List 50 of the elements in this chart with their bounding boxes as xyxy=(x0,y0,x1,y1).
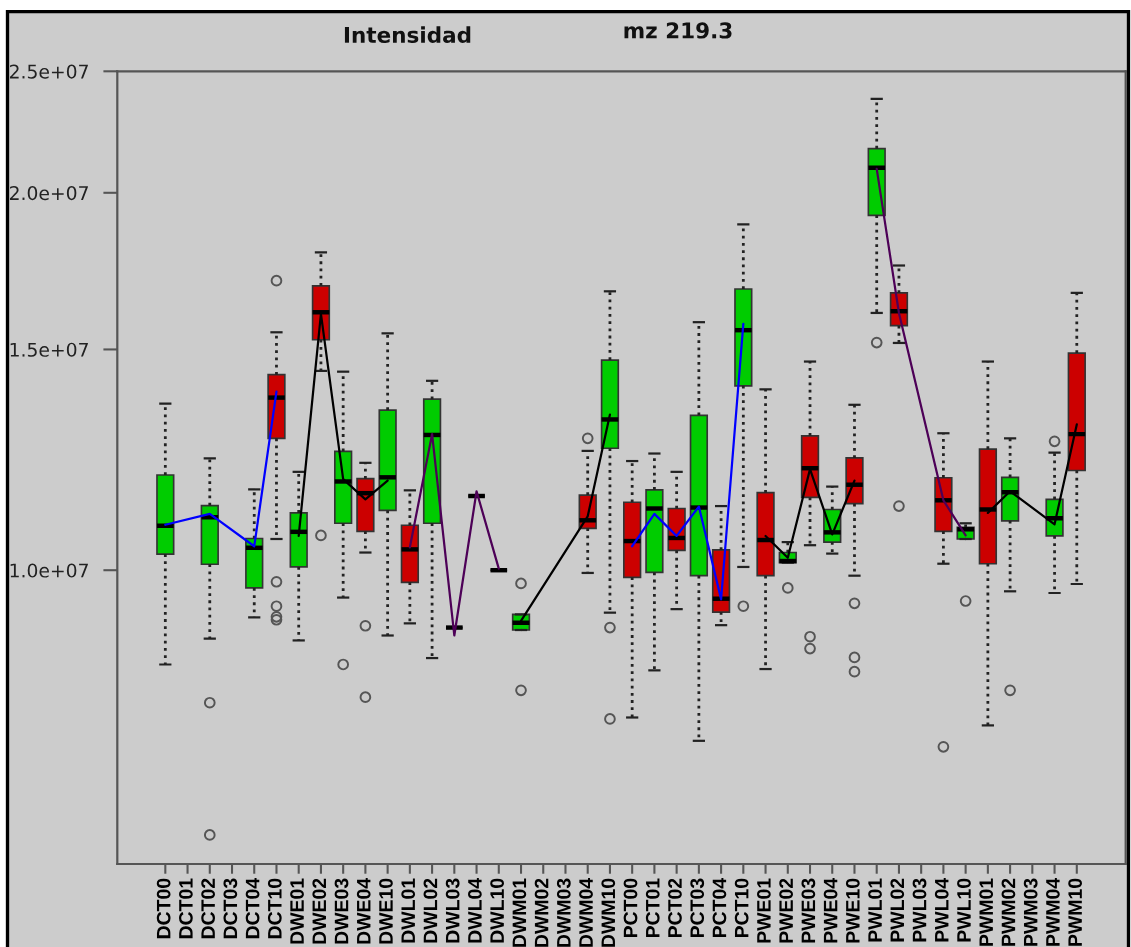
x-tick-label: PWM02 xyxy=(1001,878,1016,946)
chart-title: Intensidad xyxy=(344,26,471,44)
x-tick-label: DWE10 xyxy=(379,878,393,944)
x-tick-label: DCT00 xyxy=(156,878,171,939)
chart-subtitle: mz 219.3 xyxy=(624,22,732,39)
x-tick-label: DWL03 xyxy=(445,878,460,943)
x-tick-label: PWM03 xyxy=(1023,878,1038,946)
x-tick-label: PWE04 xyxy=(823,877,838,943)
x-tick-label: DCT03 xyxy=(223,878,238,939)
x-tick-label: PCT03 xyxy=(690,878,705,938)
x-tick-label: DWM03 xyxy=(556,878,571,947)
x-tick-label: PWE03 xyxy=(801,878,816,943)
y-tick-label: 2.0e+07 xyxy=(9,186,88,201)
x-tick-label: DWL01 xyxy=(401,878,416,943)
x-tick-label: DWE03 xyxy=(334,878,349,944)
x-tick-label: DCT01 xyxy=(179,878,193,939)
y-tick-label: 1.0e+07 xyxy=(10,563,88,578)
x-tick-label: PWE01 xyxy=(757,878,771,943)
x-tick-label: DWM04 xyxy=(579,877,593,947)
x-tick-label: DCT04 xyxy=(245,877,260,939)
line-series xyxy=(408,432,500,637)
x-tick-label: PWM10 xyxy=(1068,878,1083,946)
x-tick-label: DCT02 xyxy=(201,878,215,939)
x-tick-label: PWL04 xyxy=(934,877,949,942)
x-tick-label: DCT10 xyxy=(267,878,282,939)
x-tick-label: PCT02 xyxy=(668,878,682,938)
x-tick-label: PWM01 xyxy=(979,878,994,946)
x-tick-label: PCT00 xyxy=(623,878,638,938)
x-tick-label: PCT10 xyxy=(734,878,749,938)
x-tick-label: DWM01 xyxy=(512,878,527,947)
x-tick-label: PWE10 xyxy=(845,878,860,943)
x-tick-label: DWE04 xyxy=(356,877,371,944)
x-tick-label: DWE01 xyxy=(290,878,304,944)
y-tick-label: 2.5e+07 xyxy=(9,64,88,79)
x-tick-label: DWE02 xyxy=(312,878,327,944)
x-tick-label: PWL01 xyxy=(868,878,882,942)
line-series xyxy=(631,322,745,601)
x-tick-label: DWM02 xyxy=(534,878,549,947)
x-tick-label: PWL10 xyxy=(957,878,971,942)
x-tick-label: DWL04 xyxy=(468,877,482,943)
x-tick-label: PWE02 xyxy=(779,878,794,943)
y-tick-label: 1.5e+07 xyxy=(10,342,88,357)
x-tick-label: PWM04 xyxy=(1046,877,1060,946)
x-tick-label: PCT04 xyxy=(712,877,727,938)
x-tick-label: DWL02 xyxy=(423,878,438,943)
x-tick-label: PWL02 xyxy=(890,878,905,942)
x-tick-label: DWL10 xyxy=(490,878,504,943)
x-tick-label: PCT01 xyxy=(645,878,660,938)
x-tick-label: DWM10 xyxy=(601,878,616,947)
x-tick-label: PWL03 xyxy=(912,878,927,942)
